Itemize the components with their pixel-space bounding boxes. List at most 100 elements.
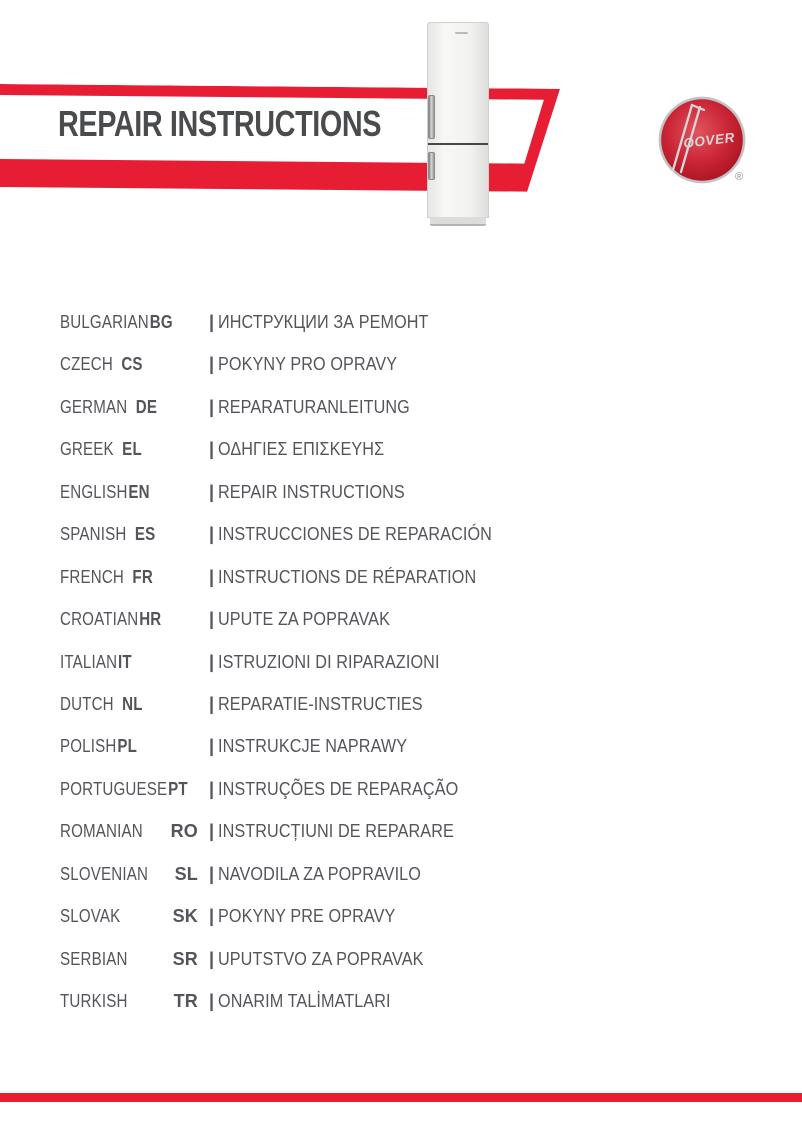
language-name: ITALIAN xyxy=(60,651,118,672)
language-name: ENGLISH xyxy=(60,481,128,502)
translated-title: ΟΔΗΓΙΕΣ ΕΠΙΣΚΕΥΗΣ xyxy=(218,439,385,460)
language-row: CROATIANHR | UPUTE ZA POPRAVAK xyxy=(60,598,620,640)
language-code: CS xyxy=(121,354,143,375)
language-code: RO xyxy=(170,821,198,842)
language-code: PT xyxy=(168,778,188,799)
hoover-h-monogram xyxy=(671,103,706,174)
translated-title: ИНСТРУКЦИИ ЗА РЕМОНТ xyxy=(218,312,429,332)
separator: | xyxy=(209,354,215,375)
language-code: BG xyxy=(149,312,173,332)
separator: | xyxy=(209,439,215,460)
separator: | xyxy=(209,609,215,630)
separator: | xyxy=(209,312,215,332)
language-name-group: SERBIAN xyxy=(60,938,128,980)
hoover-logo: OOVER ® xyxy=(657,95,752,190)
language-row: ITALIANIT | ISTRUZIONI DI RIPARAZIONI xyxy=(60,641,620,683)
separator: | xyxy=(209,566,215,587)
language-row: TURKISH TR | ONARIM TALİMATLARI xyxy=(60,980,620,1022)
separator: | xyxy=(209,906,215,927)
fridge-brand-text xyxy=(455,32,468,34)
language-name: FRENCH xyxy=(60,566,125,587)
translated-title: INSTRUÇÕES DE REPARAÇÃO xyxy=(218,778,459,799)
separator: | xyxy=(209,991,215,1011)
hoover-logo-badge: OOVER xyxy=(658,96,746,184)
fridge-body xyxy=(427,22,489,218)
page-title: REPAIR INSTRUCTIONS xyxy=(58,103,382,144)
translated-title: REPARATURANLEITUNG xyxy=(218,396,410,417)
language-name: SLOVAK xyxy=(60,906,121,927)
language-row: GREEK EL | ΟΔΗΓΙΕΣ ΕΠΙΣΚΕΥΗΣ xyxy=(60,428,620,470)
language-row: FRENCH FR | INSTRUCTIONS DE RÉPARATION xyxy=(60,556,620,598)
language-name: SLOVENIAN xyxy=(60,863,149,884)
language-name: BULGARIAN xyxy=(60,312,149,332)
language-name-group: GERMAN DE xyxy=(60,386,157,428)
translated-title: POKYNY PRE OPRAVY xyxy=(218,906,396,927)
fridge-door-divider xyxy=(428,143,488,145)
language-code: DE xyxy=(135,396,158,417)
language-name-group: GREEK EL xyxy=(60,428,142,470)
separator: | xyxy=(209,396,215,417)
fridge-upper-handle xyxy=(428,95,435,139)
separator: | xyxy=(209,481,215,502)
language-name-group: POLISHPL xyxy=(60,725,137,767)
translated-title: ONARIM TALİMATLARI xyxy=(218,991,391,1011)
language-code: SL xyxy=(174,863,198,884)
language-row: ENGLISHEN | REPAIR INSTRUCTIONS xyxy=(60,471,620,513)
separator: | xyxy=(209,651,215,672)
separator: | xyxy=(209,736,215,757)
translated-title: NAVODILA ZA POPRAVILO xyxy=(218,863,421,884)
language-name: DUTCH xyxy=(60,693,114,714)
language-row: SERBIAN SR | UPUTSTVO ZA POPRAVAK xyxy=(60,938,620,980)
translated-title: INSTRUCȚIUNI DE REPARARE xyxy=(218,821,454,842)
ribbon-shape xyxy=(0,84,560,192)
language-list: BULGARIANBG | ИНСТРУКЦИИ ЗА РЕМОНТ CZECH CS |… xyxy=(60,301,620,1022)
language-name-group: FRENCH FR xyxy=(60,556,153,598)
language-code: EL xyxy=(122,439,142,460)
language-name: CZECH xyxy=(60,354,113,375)
separator: | xyxy=(209,524,215,545)
language-row: ROMANIAN RO | INSTRUCȚIUNI DE REPARARE xyxy=(60,810,620,852)
translated-title: UPUTE ZA POPRAVAK xyxy=(218,609,390,630)
language-name-group: DUTCH NL xyxy=(60,683,143,725)
translated-title: INSTRUCCIONES DE REPARACIÓN xyxy=(218,524,492,545)
language-name-group: CROATIANHR xyxy=(60,598,161,640)
translated-title: REPARATIE-INSTRUCTIES xyxy=(218,693,423,714)
language-row: CZECH CS | POKYNY PRO OPRAVY xyxy=(60,343,620,385)
language-code: NL xyxy=(122,693,143,714)
language-name: CROATIAN xyxy=(60,609,139,630)
separator: | xyxy=(209,948,215,969)
language-row: SPANISH ES | INSTRUCCIONES DE REPARACIÓN xyxy=(60,513,620,555)
separator: | xyxy=(209,821,215,842)
language-row: GERMAN DE | REPARATURANLEITUNG xyxy=(60,386,620,428)
language-code: EN xyxy=(128,481,150,502)
language-code-column: SL xyxy=(118,853,198,895)
logo-red-disc xyxy=(658,96,746,184)
fridge-base xyxy=(430,217,486,226)
language-code: FR xyxy=(132,566,153,587)
language-code: ES xyxy=(134,524,156,545)
language-name-group: BULGARIANBG xyxy=(60,301,173,343)
language-row: POLISHPL | INSTRUKCJE NAPRAWY xyxy=(60,725,620,767)
language-name-group: PORTUGUESEPT xyxy=(60,768,188,810)
language-code: HR xyxy=(139,609,162,630)
fridge-lower-handle xyxy=(428,152,435,180)
separator: | xyxy=(209,778,215,799)
translated-title: INSTRUCTIONS DE RÉPARATION xyxy=(218,566,477,587)
language-row: BULGARIANBG | ИНСТРУКЦИИ ЗА РЕМОНТ xyxy=(60,301,620,343)
language-name-group: ENGLISHEN xyxy=(60,471,150,513)
language-row: SLOVAK SK | POKYNY PRE OPRAVY xyxy=(60,895,620,937)
language-name: SPANISH xyxy=(60,524,127,545)
language-code: TR xyxy=(173,991,198,1011)
language-name-group: SLOVAK xyxy=(60,895,120,937)
language-name: GERMAN xyxy=(60,396,128,417)
language-code-column: SK xyxy=(118,895,198,937)
language-name-group: CZECH CS xyxy=(60,343,143,385)
translated-title: POKYNY PRO OPRAVY xyxy=(218,354,398,375)
refrigerator-image xyxy=(427,22,489,226)
translated-title: INSTRUKCJE NAPRAWY xyxy=(218,736,408,757)
language-code-column: RO xyxy=(118,810,198,852)
language-name: POLISH xyxy=(60,736,117,757)
language-code: IT xyxy=(118,651,132,672)
language-code-column: TR xyxy=(118,980,198,1022)
